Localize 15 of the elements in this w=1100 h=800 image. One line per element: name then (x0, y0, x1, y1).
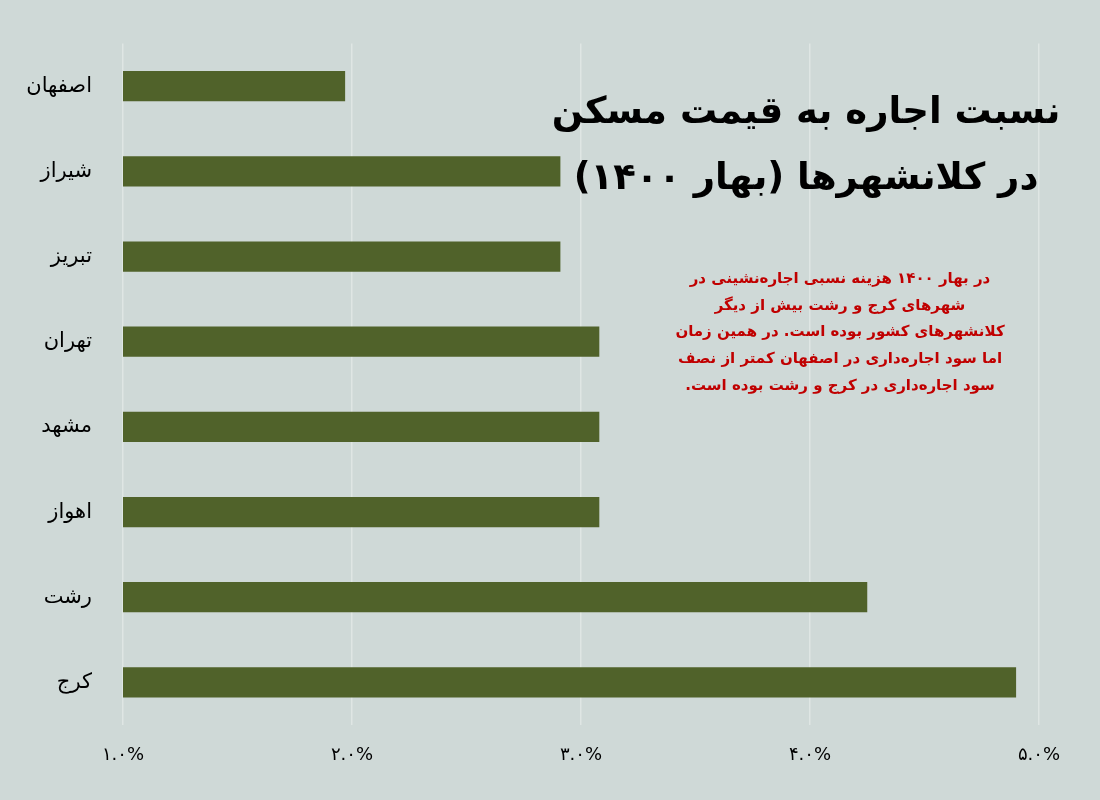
text: نسبت اجاره به قیمت مسکن در کلانشهرها (بهار ۱۴۰۰) (551, 88, 1061, 198)
y-tick-label: مشهد (41, 413, 92, 438)
annotation: در بهار ۱۴۰۰ هزینه نسبی اجاره‌نشینی در شهرهای کرج و رشت بیش از دیگر کلانشهرهای کشور بوده است. در همین زمان اما سود اجاره‌داری در اصفهان کمتر از نصف سود اجاره‌داری در کرج و رشت بوده است. (675, 268, 1005, 395)
y-tick-label: اهواز (47, 498, 92, 523)
y-tick-label: تبریز (49, 242, 93, 267)
y-tick-label: تهران (43, 328, 93, 353)
y-tick-label: رشت (43, 583, 92, 608)
y-tick-label: کرج (56, 668, 92, 694)
x-tick-label: ۳.۰% (559, 743, 603, 765)
y-tick-label: شیراز (39, 157, 92, 182)
x-tick-label: ۴.۰% (788, 743, 832, 765)
x-tick-label: ۵.۰% (1017, 743, 1061, 765)
x-tick-label: ۱.۰% (101, 743, 145, 765)
x-tick-label: ۲.۰% (330, 743, 374, 765)
y-tick-label: اصفهان (26, 72, 92, 97)
